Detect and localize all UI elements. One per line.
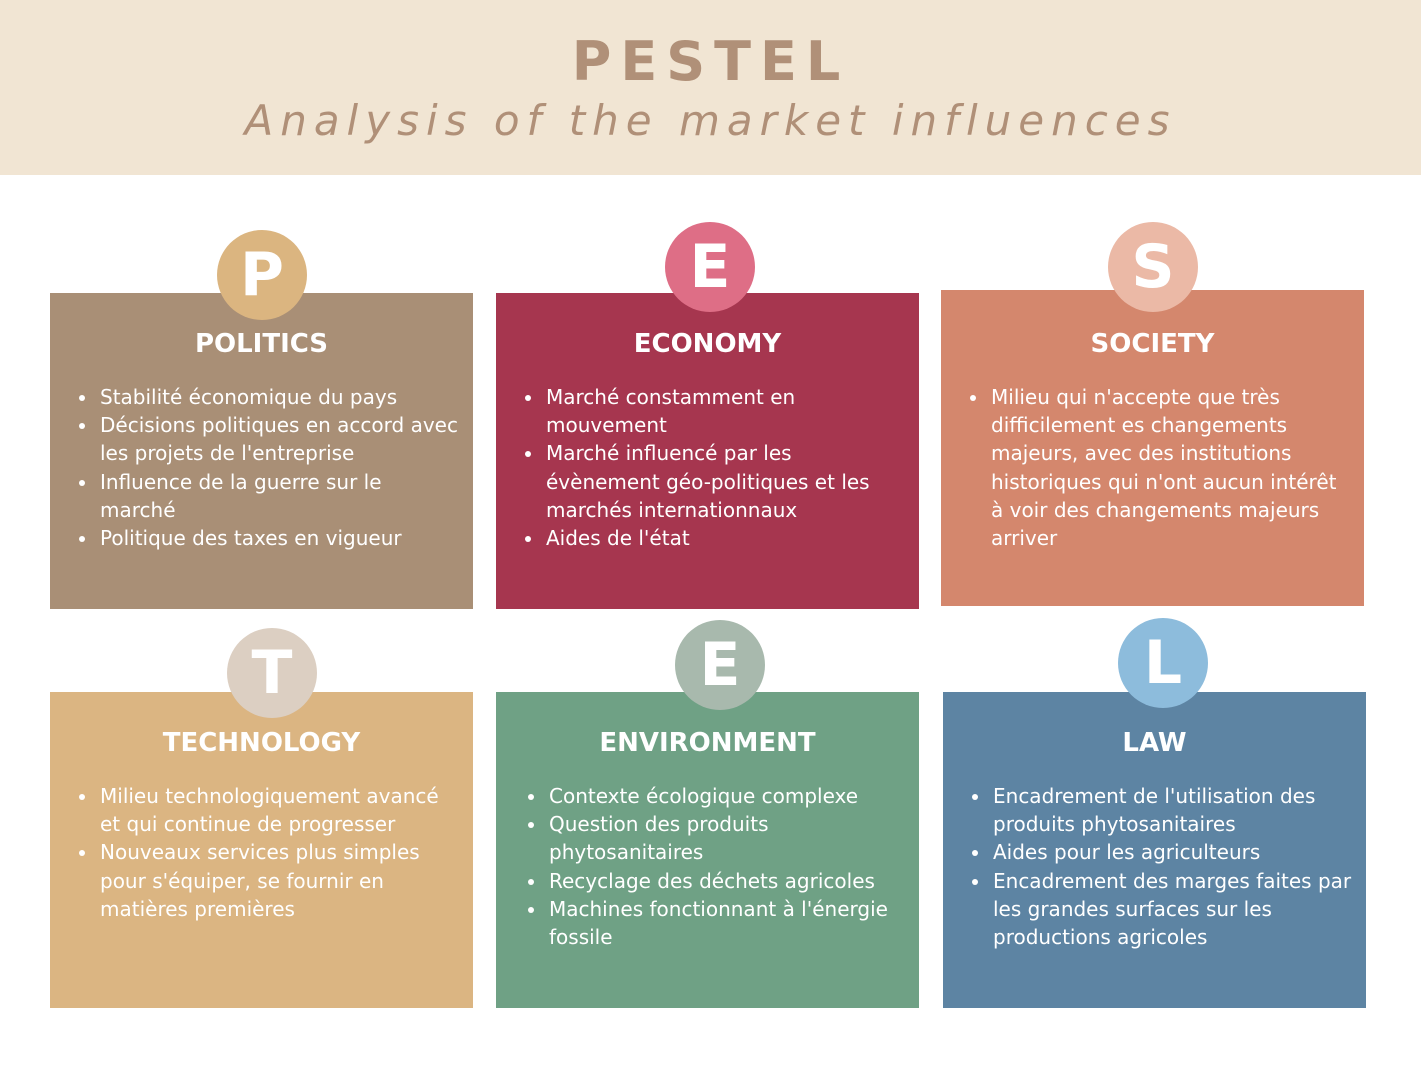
card-title: SOCIETY — [1090, 329, 1215, 359]
bullet-list: Milieu qui n'accepte que très difficilem… — [970, 383, 1350, 552]
card-technology: TECHNOLOGY Milieu technologiquement avan… — [50, 692, 473, 1008]
card-society: SOCIETY Milieu qui n'accepte que très di… — [941, 290, 1364, 606]
list-item: Aides de l'état — [525, 524, 905, 552]
list-item: Recyclage des déchets agricoles — [528, 867, 905, 895]
bullet-list: Contexte écologique complexe Question de… — [528, 782, 905, 951]
list-item: Machines fonctionnant à l'énergie fossil… — [528, 895, 905, 951]
list-item: Milieu qui n'accepte que très difficilem… — [970, 383, 1350, 552]
card-title: LAW — [1122, 728, 1187, 758]
list-item: Milieu technologiquement avancé et qui c… — [79, 782, 459, 838]
list-item: Décisions politiques en accord avec les … — [79, 411, 459, 467]
letter-circle-t: T — [227, 628, 317, 718]
list-item: Encadrement des marges faites par les gr… — [972, 867, 1352, 952]
list-item: Politique des taxes en vigueur — [79, 524, 459, 552]
card-environment: ENVIRONMENT Contexte écologique complexe… — [496, 692, 919, 1008]
letter-circle-l: L — [1118, 618, 1208, 708]
card-title: ECONOMY — [633, 329, 782, 359]
card-title: TECHNOLOGY — [162, 728, 361, 758]
list-item: Marché influencé par les évènement géo-p… — [525, 439, 905, 524]
list-item: Question des produits phytosanitaires — [528, 810, 905, 866]
letter-circle-p: P — [217, 230, 307, 320]
list-item: Marché constamment en mouvement — [525, 383, 905, 439]
letter-circle-e: E — [675, 620, 765, 710]
list-item: Influence de la guerre sur le marché — [79, 468, 459, 524]
list-item: Contexte écologique complexe — [528, 782, 905, 810]
letter-circle-e: E — [665, 222, 755, 312]
card-law: LAW Encadrement de l'utilisation des pro… — [943, 692, 1366, 1008]
card-title: ENVIRONMENT — [599, 728, 816, 758]
bullet-list: Marché constamment en mouvement Marché i… — [525, 383, 905, 552]
card-economy: ECONOMY Marché constamment en mouvement … — [496, 293, 919, 609]
list-item: Aides pour les agriculteurs — [972, 838, 1352, 866]
letter-circle-s: S — [1108, 222, 1198, 312]
card-title: POLITICS — [194, 329, 329, 359]
list-item: Nouveaux services plus simples pour s'éq… — [79, 838, 459, 923]
card-politics: POLITICS Stabilité économique du pays Dé… — [50, 293, 473, 609]
list-item: Stabilité économique du pays — [79, 383, 459, 411]
page-title: PESTEL — [571, 30, 850, 93]
bullet-list: Encadrement de l'utilisation des produit… — [972, 782, 1352, 952]
header-banner: PESTEL Analysis of the market influences — [0, 0, 1421, 175]
page-subtitle: Analysis of the market influences — [244, 96, 1177, 145]
list-item: Encadrement de l'utilisation des produit… — [972, 782, 1352, 838]
bullet-list: Milieu technologiquement avancé et qui c… — [79, 782, 459, 923]
bullet-list: Stabilité économique du pays Décisions p… — [79, 383, 459, 552]
